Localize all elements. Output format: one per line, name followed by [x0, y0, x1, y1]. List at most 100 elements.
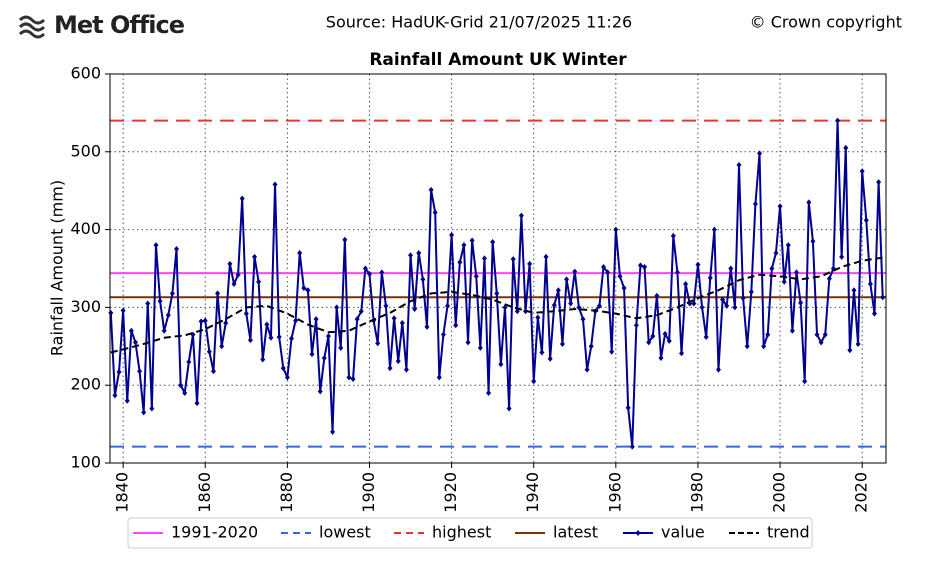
marker — [424, 323, 430, 330]
marker — [703, 333, 709, 340]
marker — [342, 236, 348, 243]
legend-label: highest — [432, 523, 491, 542]
marker — [280, 365, 286, 372]
marker — [601, 263, 607, 270]
marker — [679, 350, 685, 357]
marker — [243, 310, 249, 317]
marker — [876, 179, 882, 186]
marker — [839, 253, 845, 260]
marker — [732, 304, 738, 311]
marker — [757, 150, 763, 157]
marker — [707, 274, 713, 281]
marker — [629, 443, 635, 450]
marker — [494, 290, 500, 297]
marker — [527, 260, 533, 267]
marker — [633, 322, 639, 329]
marker — [288, 335, 294, 342]
marker — [157, 298, 163, 305]
x-tick-label: 1880 — [277, 472, 296, 513]
marker — [252, 253, 258, 260]
marker — [473, 273, 479, 280]
marker — [235, 271, 241, 278]
marker — [555, 287, 561, 294]
marker — [625, 404, 631, 411]
x-tick-label: 1900 — [359, 472, 378, 513]
marker — [863, 217, 869, 224]
marker — [210, 368, 216, 375]
marker — [695, 261, 701, 268]
marker — [843, 144, 849, 151]
marker — [674, 269, 680, 276]
marker — [366, 270, 372, 277]
marker — [124, 397, 130, 404]
marker — [416, 249, 422, 256]
marker — [740, 295, 746, 302]
legend-box — [127, 517, 813, 549]
marker — [297, 249, 303, 256]
marker — [806, 199, 812, 206]
marker — [387, 365, 393, 372]
marker — [354, 316, 360, 323]
logo-icon — [18, 15, 46, 39]
marker — [761, 343, 767, 350]
marker — [510, 256, 516, 263]
marker — [498, 361, 504, 368]
y-tick-label: 500 — [70, 141, 101, 160]
marker — [379, 269, 385, 276]
marker — [564, 276, 570, 283]
marker — [543, 253, 549, 260]
marker — [744, 343, 750, 350]
marker — [699, 304, 705, 311]
x-tick-label: 1840 — [113, 472, 132, 513]
marker — [851, 287, 857, 294]
trend-line — [110, 256, 883, 354]
marker — [798, 299, 804, 306]
marker — [436, 374, 442, 381]
x-tick-label: 1960 — [605, 472, 624, 513]
marker — [490, 239, 496, 246]
marker — [182, 389, 188, 396]
marker — [609, 348, 615, 355]
y-tick-label: 100 — [70, 453, 101, 472]
marker — [108, 309, 114, 316]
marker — [720, 296, 726, 303]
marker — [785, 242, 791, 249]
marker — [465, 339, 471, 346]
marker — [330, 428, 336, 435]
marker — [781, 278, 787, 285]
marker — [793, 269, 799, 276]
marker — [658, 354, 664, 361]
marker — [662, 330, 668, 337]
copyright: © Crown copyright — [750, 13, 902, 32]
marker — [153, 242, 159, 249]
marker — [112, 392, 118, 399]
marker — [789, 327, 795, 334]
marker — [321, 354, 327, 361]
marker — [428, 186, 434, 193]
marker — [481, 255, 487, 262]
marker — [872, 310, 878, 317]
marker — [305, 287, 311, 294]
marker — [646, 339, 652, 346]
marker — [256, 278, 262, 285]
marker — [362, 265, 368, 272]
marker — [161, 327, 167, 334]
y-axis-label: Rainfall Amount (mm) — [48, 180, 67, 356]
marker — [584, 366, 590, 373]
marker — [408, 252, 414, 259]
marker — [276, 333, 282, 340]
marker — [223, 319, 229, 326]
marker — [568, 300, 574, 307]
marker — [477, 344, 483, 351]
marker — [457, 259, 463, 266]
marker — [835, 117, 841, 124]
marker — [346, 374, 352, 381]
x-tick-label: 1860 — [195, 472, 214, 513]
marker — [637, 262, 643, 269]
marker — [120, 307, 126, 314]
marker — [859, 168, 865, 175]
marker — [596, 302, 602, 309]
legend-label: 1991-2020 — [171, 523, 258, 542]
marker — [301, 284, 307, 291]
